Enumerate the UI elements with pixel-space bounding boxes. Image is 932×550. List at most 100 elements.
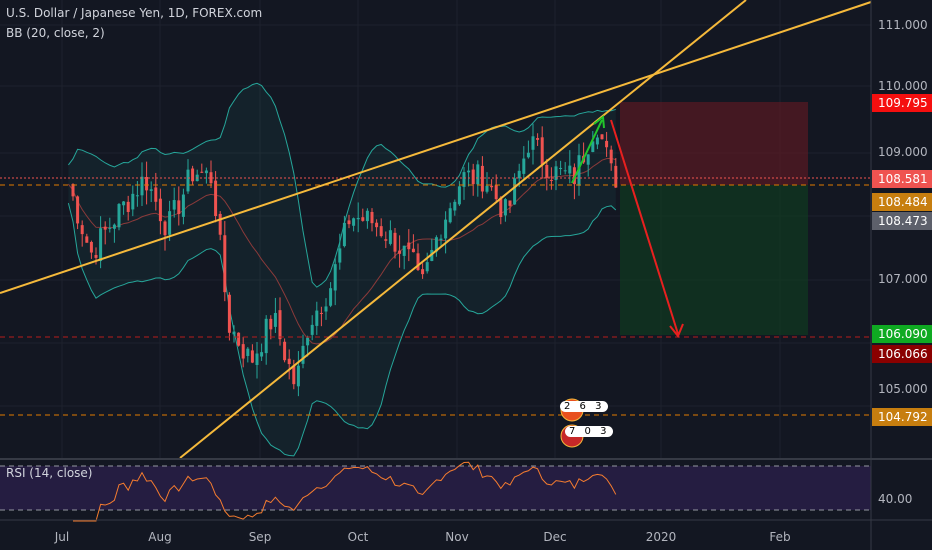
candle bbox=[508, 200, 512, 206]
candle bbox=[283, 341, 287, 361]
price-label: 104.792 bbox=[872, 408, 932, 426]
candle bbox=[172, 200, 176, 210]
y-tick: 105.000 bbox=[878, 382, 928, 396]
down-arrow-head bbox=[669, 323, 684, 338]
candle bbox=[237, 332, 241, 346]
candle bbox=[407, 242, 411, 250]
candle bbox=[416, 253, 420, 270]
up-arrow[interactable] bbox=[571, 119, 603, 184]
candle bbox=[605, 140, 609, 148]
rsi-line bbox=[73, 461, 617, 522]
candle bbox=[329, 288, 333, 306]
candle bbox=[306, 337, 310, 346]
candle bbox=[476, 164, 480, 185]
candle bbox=[126, 201, 130, 212]
candle bbox=[89, 241, 93, 253]
stop-loss-zone[interactable] bbox=[620, 102, 808, 185]
candle bbox=[421, 269, 425, 275]
candle bbox=[85, 236, 89, 243]
candle bbox=[315, 310, 319, 326]
candle bbox=[425, 262, 429, 272]
candle bbox=[361, 217, 365, 221]
candles bbox=[71, 123, 618, 397]
candle bbox=[499, 197, 503, 218]
candle bbox=[186, 169, 190, 192]
candle bbox=[485, 185, 489, 192]
event-badge[interactable]: 7 0 3 bbox=[565, 426, 614, 437]
upper-trendline[interactable] bbox=[0, 1, 872, 294]
x-tick: Aug bbox=[148, 530, 172, 544]
candle bbox=[411, 248, 415, 253]
down-arrow[interactable] bbox=[610, 119, 679, 335]
candle bbox=[269, 318, 273, 330]
candle bbox=[559, 167, 563, 169]
x-tick: 2020 bbox=[645, 530, 677, 544]
candle bbox=[379, 226, 383, 237]
candle bbox=[526, 152, 530, 158]
candle bbox=[135, 195, 139, 197]
price-label: 106.090 bbox=[872, 325, 932, 343]
candle bbox=[586, 154, 590, 165]
candle bbox=[457, 186, 461, 205]
candle bbox=[131, 193, 135, 210]
candle bbox=[310, 324, 314, 335]
bb-lower bbox=[67, 202, 617, 457]
candle bbox=[99, 228, 103, 262]
candle bbox=[227, 294, 231, 333]
candle bbox=[168, 211, 172, 235]
rsi-indicator-label[interactable]: RSI (14, close) bbox=[6, 466, 93, 480]
candle bbox=[375, 222, 379, 228]
candle bbox=[480, 165, 484, 192]
candle bbox=[531, 136, 535, 150]
candle bbox=[76, 196, 80, 224]
event-badge[interactable]: 2 6 3 bbox=[560, 401, 609, 412]
take-profit-zone[interactable] bbox=[620, 185, 808, 335]
candle bbox=[444, 219, 448, 239]
candle bbox=[112, 224, 116, 229]
candle bbox=[393, 232, 397, 252]
candle bbox=[467, 170, 471, 173]
candle bbox=[145, 176, 149, 191]
candle bbox=[94, 255, 98, 258]
candle bbox=[191, 168, 195, 182]
candle bbox=[448, 208, 452, 223]
candle bbox=[181, 194, 185, 217]
candle bbox=[218, 213, 222, 235]
candle bbox=[609, 149, 613, 164]
candle bbox=[149, 189, 153, 191]
candle bbox=[384, 239, 388, 241]
candle bbox=[80, 225, 84, 235]
price-label: 109.795 bbox=[872, 94, 932, 112]
candle bbox=[402, 245, 406, 256]
candle bbox=[209, 172, 213, 184]
candle bbox=[122, 201, 126, 206]
candle bbox=[434, 237, 438, 252]
candle bbox=[255, 353, 259, 365]
candle bbox=[388, 230, 392, 244]
candle bbox=[595, 137, 599, 145]
x-tick: Oct bbox=[347, 530, 369, 544]
candle bbox=[342, 222, 346, 247]
y-tick: 109.000 bbox=[878, 145, 928, 159]
candle bbox=[503, 199, 507, 216]
candle bbox=[200, 171, 204, 173]
candle bbox=[352, 218, 356, 226]
candle bbox=[554, 166, 558, 181]
candle bbox=[370, 211, 374, 224]
candle bbox=[490, 185, 494, 188]
price-label: 108.581 bbox=[872, 170, 932, 188]
candle bbox=[540, 137, 544, 165]
rsi-series bbox=[73, 461, 617, 522]
candle bbox=[223, 235, 227, 293]
candle bbox=[296, 365, 300, 387]
lower-trendline[interactable] bbox=[179, 0, 747, 459]
candle bbox=[140, 176, 144, 196]
candle bbox=[439, 238, 443, 241]
candle bbox=[471, 169, 475, 185]
price-label: 108.484 bbox=[872, 193, 932, 211]
candle bbox=[287, 358, 291, 365]
candle bbox=[324, 306, 328, 312]
bb-indicator-label[interactable]: BB (20, close, 2) bbox=[6, 26, 105, 40]
